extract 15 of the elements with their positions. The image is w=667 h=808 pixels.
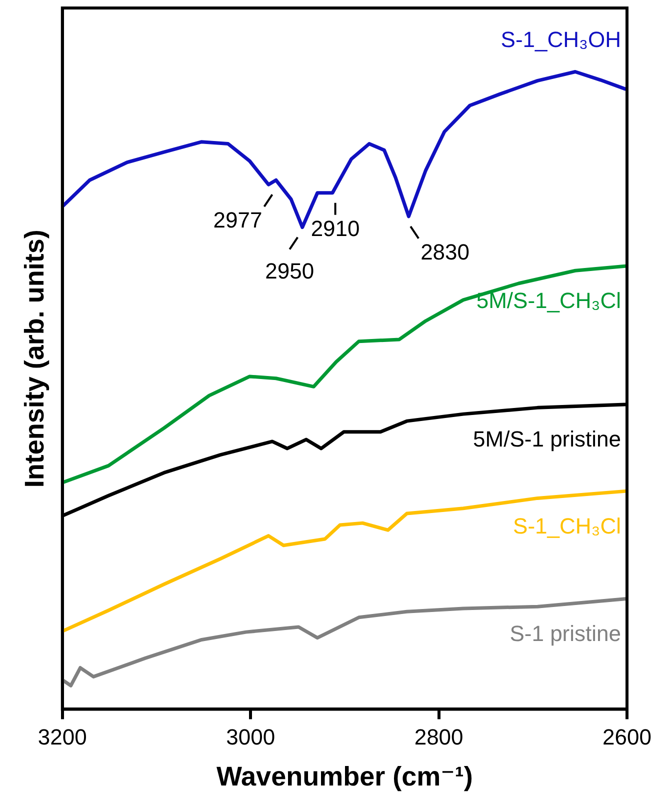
series-label: S-1 pristine <box>510 620 621 646</box>
annotation: 2910 <box>310 216 360 241</box>
x-tick-label: 3200 <box>38 724 87 750</box>
series-label: 5M/S-1 pristine <box>473 426 621 452</box>
series-label: 5M/S-1_CH₃Cl <box>476 288 621 314</box>
y-axis-title: Intensity (arb. units) <box>20 230 50 488</box>
annotation: 2830 <box>420 240 470 265</box>
x-tick-label: 2800 <box>414 724 464 750</box>
series-label: S-1_CH₃OH <box>500 27 621 52</box>
x-tick-label: 2600 <box>602 724 652 750</box>
annotation: 2950 <box>265 258 314 284</box>
x-axis-title: Wavenumber (cm⁻¹) <box>216 761 473 792</box>
series-label: S-1_CH₃Cl <box>513 513 621 538</box>
annotation: 2977 <box>213 208 262 233</box>
x-tick-label: 3000 <box>226 724 276 750</box>
